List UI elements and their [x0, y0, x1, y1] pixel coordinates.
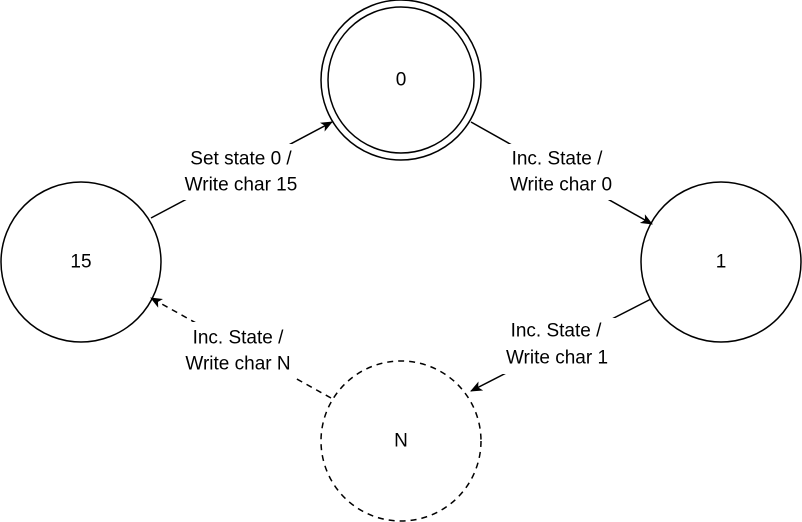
transition-n-to-15-label-line2: Write char N: [185, 354, 290, 375]
transition-15-to-0-label-line1: Set state 0 /: [190, 149, 292, 170]
transition-n-to-15-label-line1: Inc. State /: [193, 328, 285, 349]
transition-1-to-n-label-line1: Inc. State /: [511, 321, 603, 342]
state-0-label: 0: [396, 70, 407, 91]
transition-n-to-15: Inc. State / Write char N: [150, 297, 332, 399]
state-n-label: N: [394, 431, 408, 452]
state-n: N: [320, 360, 482, 522]
state-15-label: 15: [70, 252, 91, 273]
transition-0-to-1-label-line1: Inc. State /: [512, 149, 604, 170]
transition-15-to-0: Set state 0 / Write char 15: [150, 121, 333, 219]
state-1: 1: [640, 181, 802, 343]
state-15: 15: [0, 181, 162, 343]
transition-15-to-0-label-line2: Write char 15: [185, 175, 298, 196]
transition-0-to-1: Inc. State / Write char 0: [470, 121, 653, 225]
state-0: 0: [320, 0, 482, 161]
state-1-label: 1: [716, 252, 727, 273]
transition-1-to-n: Inc. State / Write char 1: [470, 298, 652, 392]
transition-1-to-n-label-line2: Write char 1: [506, 348, 608, 369]
transition-0-to-1-label-line2: Write char 0: [510, 175, 612, 196]
